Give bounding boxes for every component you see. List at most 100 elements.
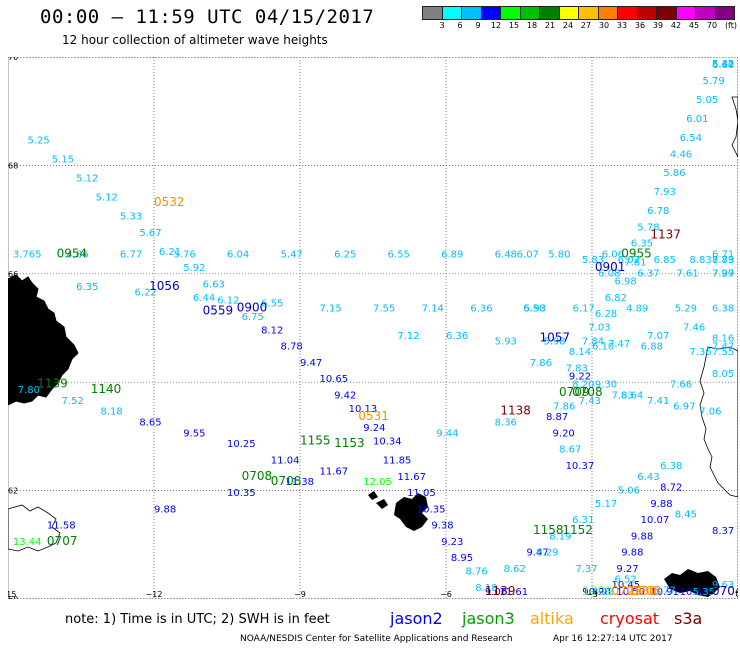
wave-height-value: 9.23 bbox=[441, 537, 463, 548]
wave-height-value: 7.15 bbox=[319, 304, 341, 315]
map-subtitle: 12 hour collection of altimeter wave hei… bbox=[62, 33, 328, 47]
wave-height-value: 7.37 bbox=[575, 564, 597, 575]
legend-swatch bbox=[461, 6, 482, 20]
wave-height-value: 12.05 bbox=[363, 477, 392, 488]
wave-height-value: 8.14 bbox=[569, 347, 591, 358]
wave-height-value: 8.65 bbox=[139, 418, 161, 429]
wave-height-value: 6.37 bbox=[637, 269, 659, 280]
wave-height-value: 5.76 bbox=[173, 250, 195, 261]
wave-height-value: 10.25 bbox=[227, 439, 256, 450]
wave-height-value: 6.85 bbox=[654, 255, 676, 266]
legend-unit: (ft) bbox=[725, 21, 737, 30]
legend-label: 39 bbox=[648, 21, 668, 30]
wave-height-value: 9.27 bbox=[616, 564, 638, 575]
legend-color-bar bbox=[423, 6, 735, 18]
legend-swatch bbox=[539, 6, 560, 20]
legend-swatch bbox=[481, 6, 502, 20]
wave-height-value: 10.34 bbox=[373, 437, 402, 448]
latitude-tick-label: 60 bbox=[8, 595, 18, 599]
faroe-islet-2 bbox=[368, 491, 378, 500]
latitude-tick-label: 62 bbox=[8, 487, 18, 496]
wave-height-value: 8.87 bbox=[546, 412, 568, 423]
wave-height-value: 5.92 bbox=[183, 263, 205, 274]
legend-swatch bbox=[715, 6, 736, 20]
wave-height-value: 10.35 bbox=[417, 504, 446, 515]
wave-height-value: 7.41 bbox=[647, 396, 669, 407]
pass-time-label: 1137 bbox=[650, 228, 681, 242]
satellite-legend-jason2: jason2 bbox=[390, 609, 443, 628]
wave-height-value: 6.78 bbox=[647, 206, 669, 217]
map-title: 00:00 – 11:59 UTC 04/15/2017 bbox=[40, 6, 374, 28]
legend-swatch bbox=[442, 6, 463, 20]
wave-height-value: 5.86 bbox=[663, 168, 685, 179]
wave-height-value: 8.64 bbox=[621, 390, 643, 401]
faroe-islet-1 bbox=[376, 499, 388, 509]
legend-swatch bbox=[598, 6, 619, 20]
wave-height-value: 6.38 bbox=[660, 461, 682, 472]
pass-time-label: 0704 bbox=[712, 584, 738, 598]
wave-height-value: 5.17 bbox=[595, 499, 617, 510]
wave-height-value: 9.22 bbox=[569, 371, 591, 382]
wave-height-value: 8.78 bbox=[281, 342, 303, 353]
map-canvas: 5.255.155.125.125.335.676.215.926.636.12… bbox=[8, 57, 738, 599]
wave-height-value: 7.27 bbox=[712, 269, 734, 280]
pass-time-label: 0708 bbox=[271, 474, 302, 488]
wave-height-value: 6.35 bbox=[76, 282, 98, 293]
wave-height-legend: 3 6 9 12 15 18 21 24 27 30 33 36 39 42 45 70 (ft) bbox=[423, 6, 735, 34]
wave-height-value: 5.05 bbox=[696, 95, 718, 106]
altimeter-map[interactable]: 5.25 5.15 5.12 5.12 5.33 5.67 6.21 5.92 6.63 6.12… bbox=[8, 57, 738, 599]
wave-height-value: 8.45 bbox=[675, 510, 697, 521]
footer-credit: NOAA/NESDIS Center for Satellite Applica… bbox=[240, 634, 513, 644]
pass-time-label: 0955 bbox=[621, 247, 652, 261]
wave-height-value: 9.88 bbox=[621, 548, 643, 559]
pass-time-label: 1139 bbox=[485, 584, 516, 598]
legend-label: 3 bbox=[432, 21, 452, 30]
wave-height-value: 7.14 bbox=[422, 304, 444, 315]
legend-swatch bbox=[617, 6, 638, 20]
wave-height-value: 5.42 bbox=[712, 59, 734, 70]
wave-height-value: 5.67 bbox=[139, 228, 161, 239]
legend-label: 18 bbox=[522, 21, 542, 30]
legend-swatch bbox=[559, 6, 580, 20]
wave-height-value: 6.97 bbox=[673, 401, 695, 412]
satellite-legend-cryosat: cryosat bbox=[600, 609, 659, 628]
wave-height-value: 10.35 bbox=[227, 488, 256, 499]
wave-height-value: 7.55 bbox=[373, 304, 395, 315]
wave-height-value: 5.33 bbox=[120, 212, 142, 223]
legend-label: 45 bbox=[684, 21, 704, 30]
legend-label: 6 bbox=[450, 21, 470, 30]
pass-time-label: 1057 bbox=[539, 331, 570, 345]
latitude-tick-label: 66 bbox=[8, 270, 18, 279]
wave-height-value: 6.17 bbox=[573, 304, 595, 315]
longitude-tick-label: −3 bbox=[586, 590, 598, 599]
wave-height-value: 10.37 bbox=[566, 461, 595, 472]
wave-height-value: 8.67 bbox=[559, 445, 581, 456]
wave-height-value: 8.72 bbox=[660, 483, 682, 494]
map-frame bbox=[9, 58, 738, 599]
wave-height-value: 6.43 bbox=[637, 472, 659, 483]
wave-height-value: 9.88 bbox=[154, 504, 176, 515]
wave-height-value: 6.01 bbox=[686, 114, 708, 125]
legend-swatch bbox=[500, 6, 521, 20]
wave-height-value: 8.12 bbox=[261, 325, 283, 336]
wave-height-value: 7.86 bbox=[553, 401, 575, 412]
wave-height-value: 7.93 bbox=[654, 187, 676, 198]
satellite-legend-s3a: s3a bbox=[674, 609, 702, 628]
wave-height-value: 5.47 bbox=[281, 250, 303, 261]
legend-swatch bbox=[578, 6, 599, 20]
wave-height-value: 9.44 bbox=[436, 428, 458, 439]
footer-timestamp: Apr 16 12:27:14 UTC 2017 bbox=[553, 634, 673, 644]
wave-height-value: 11.67 bbox=[397, 472, 426, 483]
legend-label: 27 bbox=[576, 21, 596, 30]
pass-time-label: 0901 bbox=[595, 260, 626, 274]
pass-time-label: 1140 bbox=[91, 382, 122, 396]
longitude-tick-label: 0 bbox=[735, 590, 738, 599]
wave-height-value: 6.55 bbox=[388, 250, 410, 261]
pass-time-label: 1138 bbox=[500, 404, 531, 418]
wave-height-value: 8.29 bbox=[536, 548, 558, 559]
wave-height-value: 11.85 bbox=[383, 456, 412, 467]
wave-height-value: 6.89 bbox=[441, 250, 463, 261]
wave-height-value: 11.05 bbox=[407, 488, 436, 499]
wave-height-value: 7.12 bbox=[397, 331, 419, 342]
legend-swatch bbox=[637, 6, 658, 20]
